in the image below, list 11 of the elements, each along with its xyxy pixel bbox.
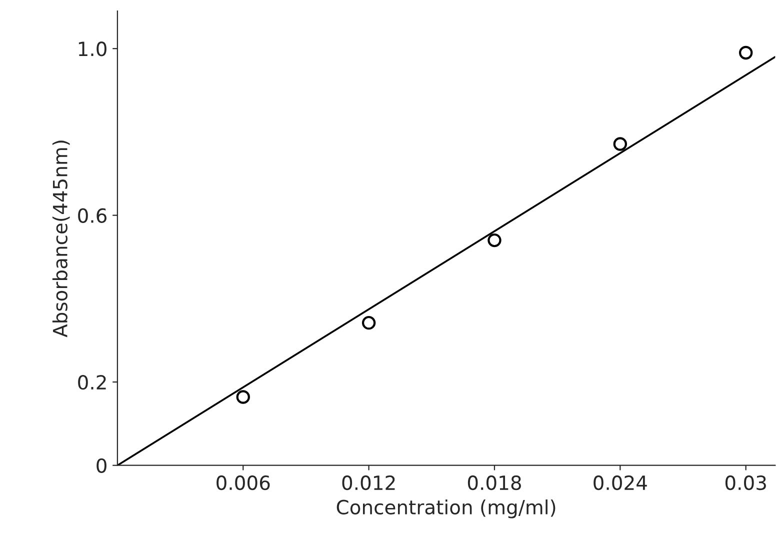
y-axis-title: Absorbance(445nm) xyxy=(52,140,70,338)
x-tick-label: 0.03 xyxy=(725,475,766,490)
x-tick-label: 0.012 xyxy=(342,475,395,490)
x-axis-title: Concentration (mg/ml) xyxy=(336,499,556,518)
x-tick-label: 0.018 xyxy=(468,475,521,490)
x-tick-label: 0.006 xyxy=(216,475,270,490)
x-tick-label: 0.024 xyxy=(594,475,647,490)
y-tick-label: 0.6 xyxy=(78,208,107,223)
y-tick-label: 0 xyxy=(96,458,106,474)
y-tick-label: 1.0 xyxy=(78,42,106,56)
y-tick-label: 0.2 xyxy=(78,374,106,390)
